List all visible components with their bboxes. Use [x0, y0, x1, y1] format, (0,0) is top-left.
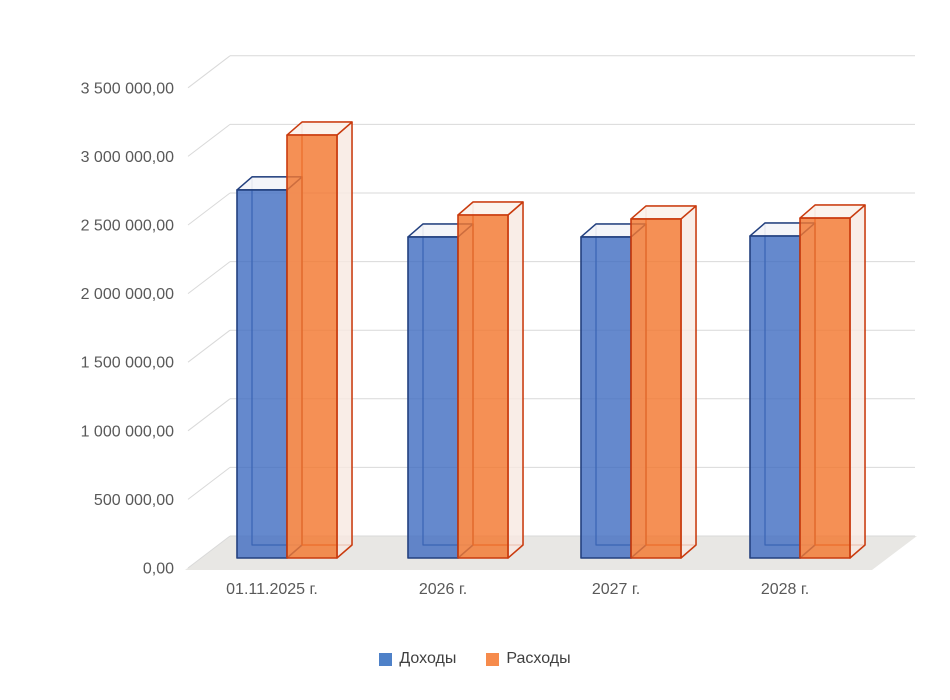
gridline-connector — [187, 398, 231, 432]
y-tick-label: 0,00 — [143, 561, 174, 578]
y-tick-label: 3 500 000,00 — [81, 80, 175, 97]
x-category-label: 2027 г. — [592, 581, 640, 598]
gridline-connector — [187, 192, 231, 226]
bar-side-face — [336, 121, 353, 559]
bar-expenses-3[interactable] — [630, 205, 697, 559]
y-tick-label: 3 000 000,00 — [81, 149, 175, 166]
income-series-label: Доходы — [399, 650, 457, 667]
bar-front-face — [236, 189, 288, 559]
chart-floor — [185, 536, 917, 570]
gridline-connector — [187, 55, 231, 89]
bar-front-face — [799, 217, 851, 559]
y-tick-label: 2 000 000,00 — [81, 286, 175, 303]
bar-front-face — [457, 214, 509, 559]
gridline-connector — [187, 535, 231, 569]
bar-front-face — [630, 218, 682, 559]
x-category-label: 2028 г. — [761, 581, 809, 598]
y-tick-label: 1 500 000,00 — [81, 355, 175, 372]
bar-expenses-4[interactable] — [799, 204, 866, 559]
gridline-connector — [187, 329, 231, 363]
bar-front-face — [580, 236, 632, 559]
legend-item-income[interactable]: Доходы — [379, 650, 456, 668]
y-tick-label: 1 000 000,00 — [81, 423, 175, 440]
bar-expenses-2[interactable] — [457, 201, 524, 559]
bar-side-face — [680, 205, 697, 559]
gridline-connector — [187, 261, 231, 294]
x-category-label: 01.11.2025 г. — [226, 581, 318, 598]
chart-legend: Доходы Расходы — [0, 650, 950, 668]
bar-front-face — [749, 235, 801, 559]
x-category-label: 2026 г. — [419, 581, 467, 598]
bar-front-face — [286, 134, 338, 559]
income-series-swatch-icon — [379, 652, 393, 666]
bar-expenses-1[interactable] — [286, 121, 353, 559]
bar-side-face — [507, 201, 524, 559]
legend-item-expenses[interactable]: Расходы — [486, 650, 571, 668]
y-tick-label: 500 000,00 — [94, 492, 174, 509]
gridline-connector — [187, 467, 231, 500]
bar-side-face — [849, 204, 866, 559]
gridline-connector — [187, 124, 231, 157]
bar-front-face — [407, 236, 459, 559]
y-tick-label: 2 500 000,00 — [81, 218, 175, 235]
expenses-series-label: Расходы — [506, 650, 571, 667]
expenses-series-swatch-icon — [486, 652, 500, 666]
